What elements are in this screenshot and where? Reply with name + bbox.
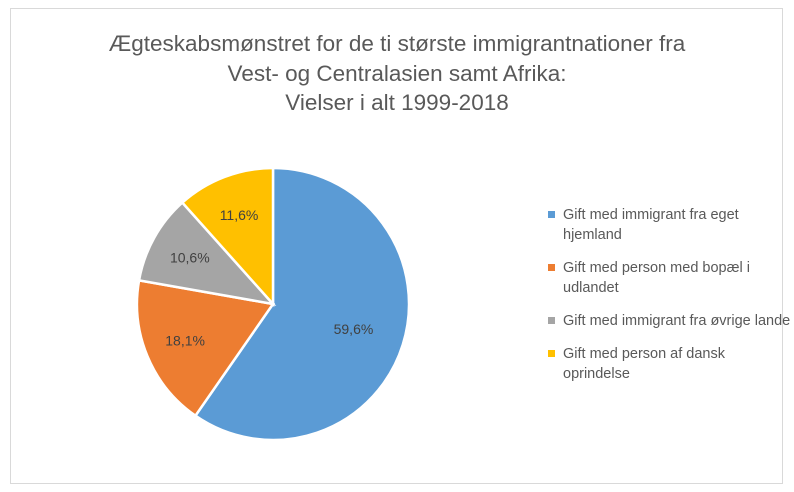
legend-label: Gift med immigrant fra eget hjemland — [563, 207, 739, 243]
data-label: 11,6% — [220, 207, 259, 223]
legend-item: Gift med person med bopæl i udlandet — [548, 258, 793, 298]
title-line-3: Vielser i alt 1999-2018 — [285, 90, 509, 115]
data-label: 18,1% — [165, 333, 205, 349]
legend-label: Gift med immigrant fra øvrige lande — [563, 313, 791, 329]
chart-title: Ægteskabsmønstret for de ti største immi… — [0, 29, 794, 118]
title-line-1: Ægteskabsmønstret for de ti største immi… — [108, 31, 686, 56]
legend-item: Gift med immigrant fra øvrige lande — [548, 311, 793, 331]
legend-label: Gift med person af dansk oprindelse — [563, 346, 725, 382]
data-label: 10,6% — [170, 250, 210, 266]
pie-slice — [180, 166, 275, 308]
legend-item: Gift med immigrant fra eget hjemland — [548, 205, 793, 245]
legend-label: Gift med person med bopæl i udlandet — [563, 260, 750, 296]
legend: Gift med immigrant fra eget hjemland Gif… — [548, 205, 793, 397]
pie-slice — [193, 166, 411, 442]
pie-slice — [135, 278, 276, 418]
legend-item: Gift med person af dansk oprindelse — [548, 344, 793, 384]
data-label: 59,6% — [334, 321, 374, 337]
title-line-2: Vest- og Centralasien samt Afrika: — [227, 60, 567, 86]
legend-swatch — [548, 264, 555, 271]
legend-swatch — [548, 350, 555, 357]
pie-slice — [137, 200, 277, 306]
chart-area — [10, 8, 783, 484]
legend-swatch — [548, 317, 555, 324]
legend-swatch — [548, 211, 555, 218]
